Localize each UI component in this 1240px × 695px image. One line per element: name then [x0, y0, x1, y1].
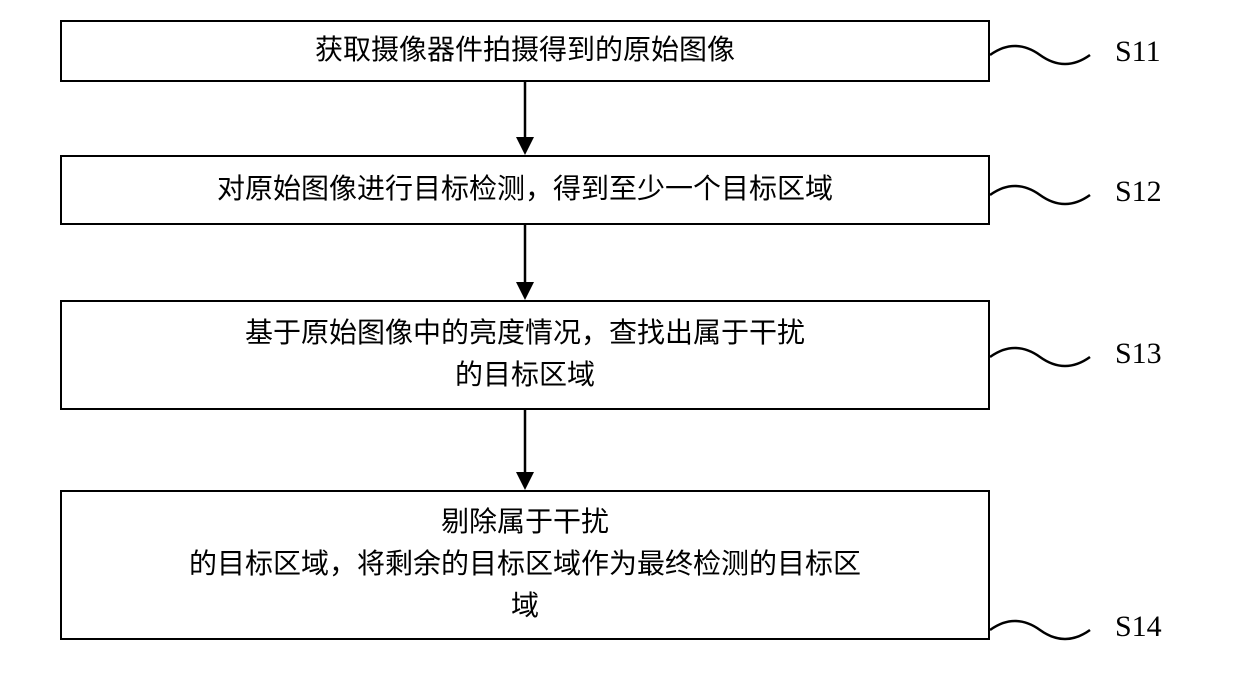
- step-text-s12: 对原始图像进行目标检测，得到至少一个目标区域: [217, 169, 833, 211]
- step-box-s13: 基于原始图像中的亮度情况，查找出属于干扰 的目标区域: [60, 300, 990, 410]
- connector-curve-s12: [990, 180, 1100, 210]
- step-text-s14-line3: 域: [511, 591, 539, 622]
- arrow-s12-s13: [60, 225, 990, 300]
- step-label-s11: S11: [1115, 35, 1161, 69]
- arrow-s13-s14: [60, 410, 990, 490]
- step-label-s12: S12: [1115, 175, 1162, 209]
- step-text-s14: 剔除属于干扰 的目标区域，将剩余的目标区域作为最终检测的目标区 域: [189, 502, 861, 628]
- step-box-s11: 获取摄像器件拍摄得到的原始图像: [60, 20, 990, 82]
- step-text-s13-line1: 基于原始图像中的亮度情况，查找出属于干扰: [245, 318, 805, 349]
- step-text-s13-line2: 的目标区域: [455, 360, 595, 391]
- step-box-s14: 剔除属于干扰 的目标区域，将剩余的目标区域作为最终检测的目标区 域: [60, 490, 990, 640]
- step-text-s11: 获取摄像器件拍摄得到的原始图像: [315, 30, 735, 72]
- step-text-s13: 基于原始图像中的亮度情况，查找出属于干扰 的目标区域: [245, 313, 805, 397]
- step-label-s14: S14: [1115, 610, 1162, 644]
- arrow-s11-s12: [60, 82, 990, 155]
- connector-curve-s13: [990, 342, 1100, 372]
- step-label-s13: S13: [1115, 337, 1162, 371]
- step-box-s12: 对原始图像进行目标检测，得到至少一个目标区域: [60, 155, 990, 225]
- connector-curve-s11: [990, 40, 1100, 70]
- step-text-s14-line1: 剔除属于干扰: [441, 507, 609, 538]
- connector-curve-s14: [990, 615, 1100, 645]
- step-text-s14-line2: 的目标区域，将剩余的目标区域作为最终检测的目标区: [189, 549, 861, 580]
